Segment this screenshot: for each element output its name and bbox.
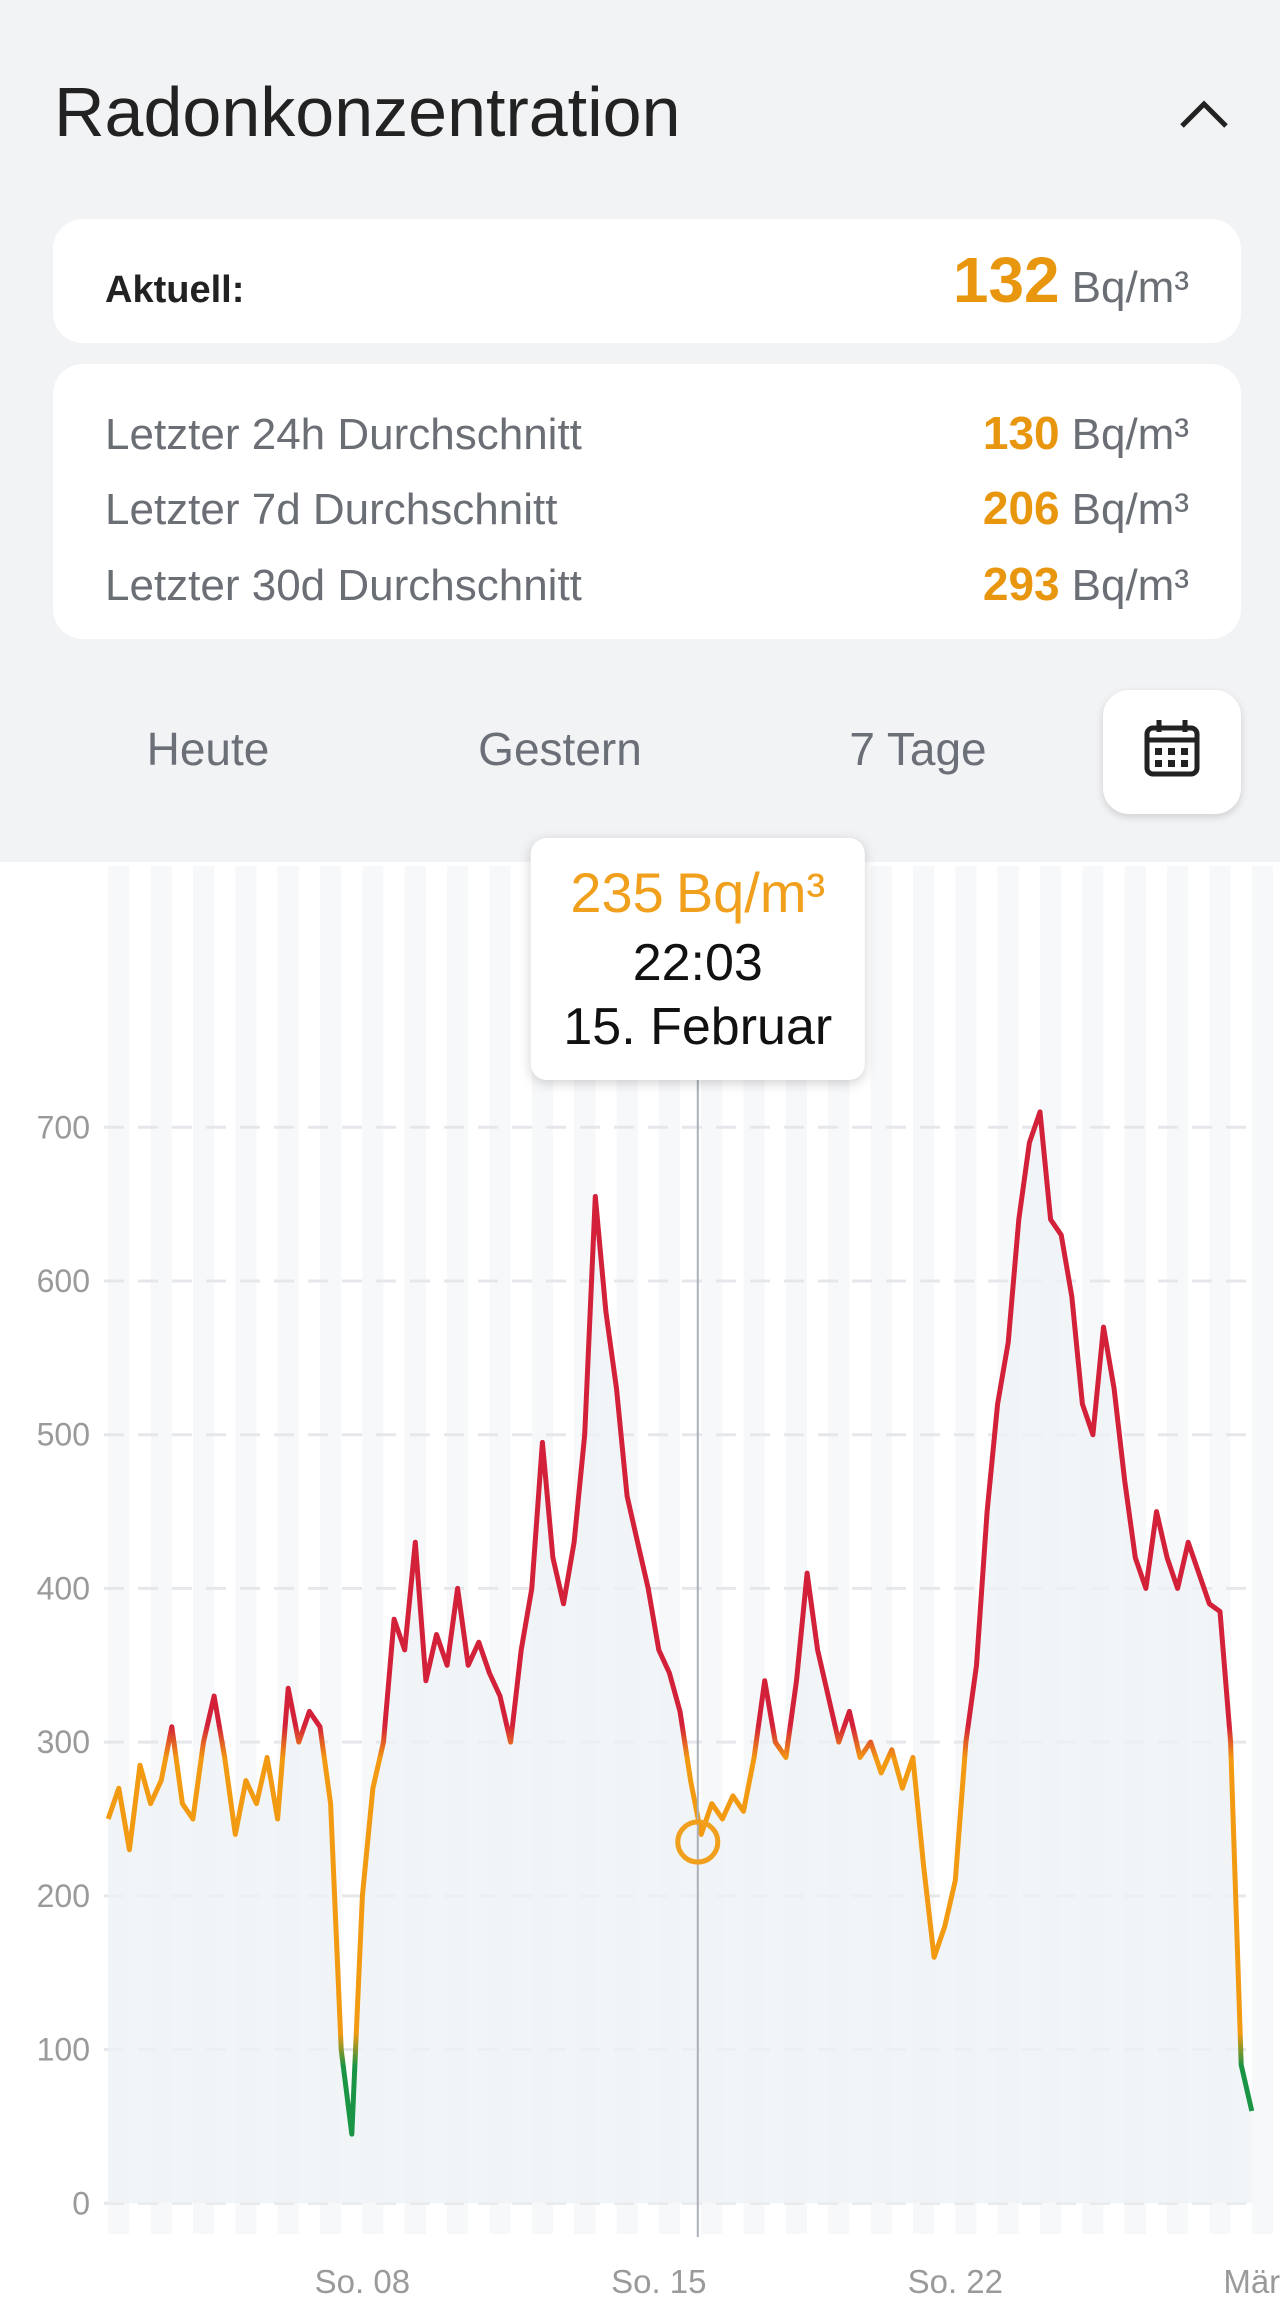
x-tick-label: So. 08	[315, 2263, 410, 2300]
y-tick-label: 500	[37, 1417, 90, 1453]
tooltip-number: 235	[570, 861, 663, 924]
x-tick-label: So. 15	[611, 2263, 706, 2300]
y-tick-label: 600	[37, 1263, 90, 1299]
averages-card: Letzter 24h Durchschnitt 130 Bq/m³ Letzter…	[53, 364, 1241, 639]
current-card: Aktuell: 132 Bq/m³	[53, 219, 1241, 343]
current-value: 132	[952, 244, 1060, 316]
unit: Bq/m³	[1071, 263, 1189, 312]
x-tick-label: So. 22	[908, 2263, 1003, 2300]
y-tick-label: 0	[72, 2185, 90, 2221]
calendar-button[interactable]	[1103, 690, 1241, 814]
series-line	[105, 1109, 1255, 2137]
y-tick-label: 700	[37, 1109, 90, 1145]
unit: Bq/m³	[1071, 410, 1189, 459]
unit: Bq/m³	[1071, 561, 1189, 610]
area	[108, 1111, 1252, 2204]
tooltip-date: 15. Februar	[563, 998, 832, 1056]
tab[interactable]: Heute	[146, 723, 270, 775]
tooltip-unit: Bq/m³	[676, 861, 825, 924]
tab[interactable]: Gestern	[478, 723, 642, 775]
average-label: Letzter 24h Durchschnitt	[105, 410, 582, 459]
y-tick-label: 400	[37, 1570, 90, 1606]
average-value: 130	[982, 407, 1060, 459]
cursor-marker	[675, 1819, 721, 1865]
tooltip-box	[530, 838, 865, 1080]
x-tick-label: Mär	[1223, 2263, 1280, 2300]
y-tick-label: 300	[37, 1724, 90, 1760]
average-label: Letzter 30d Durchschnitt	[105, 561, 582, 610]
tooltip-value: 235 Bq/m³	[570, 861, 825, 924]
y-tick-label: 200	[37, 1878, 90, 1914]
unit: Bq/m³	[1071, 485, 1189, 534]
calendar-icon	[1144, 720, 1200, 777]
y-tick-label: 100	[37, 2032, 90, 2068]
stripe	[1251, 866, 1273, 2234]
section-title: Radonkonzentration	[54, 73, 681, 151]
average-label: Letzter 7d Durchschnitt	[105, 485, 558, 534]
tooltip-time: 22:03	[633, 934, 763, 992]
tab[interactable]: 7 Tage	[849, 723, 987, 775]
collapse-button[interactable]	[1178, 96, 1230, 132]
current-label: Aktuell:	[105, 269, 245, 311]
average-value: 293	[982, 558, 1060, 610]
average-value: 206	[982, 482, 1060, 534]
